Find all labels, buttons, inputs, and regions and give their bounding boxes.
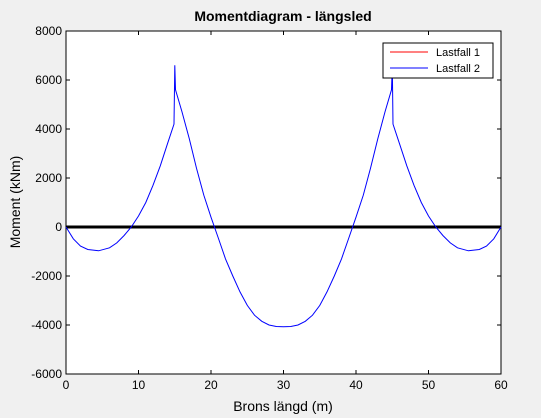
series-layer bbox=[65, 65, 502, 328]
legend-label-lastfall-1: Lastfall 1 bbox=[436, 47, 480, 59]
y-tick-label: -6000 bbox=[31, 367, 62, 381]
y-tick-label: -2000 bbox=[31, 269, 62, 283]
x-tick-label: 0 bbox=[63, 378, 70, 392]
y-tick-label: 8000 bbox=[35, 24, 62, 38]
legend-box bbox=[382, 42, 494, 79]
chart-title: Momentdiagram - längsled bbox=[194, 8, 371, 24]
series-line-lastfall-2 bbox=[65, 65, 502, 328]
x-axis-ticks: 0 10 20 30 40 50 60 bbox=[63, 31, 508, 392]
x-tick-label: 10 bbox=[132, 378, 146, 392]
plot-area bbox=[65, 30, 502, 375]
x-tick-label: 20 bbox=[204, 378, 218, 392]
y-tick-label: 0 bbox=[55, 220, 62, 234]
y-tick-label: 2000 bbox=[35, 171, 62, 185]
y-tick-label: -4000 bbox=[31, 318, 62, 332]
y-tick-label: 6000 bbox=[35, 73, 62, 87]
x-tick-label: 50 bbox=[422, 378, 436, 392]
legend-label-lastfall-2: Lastfall 2 bbox=[436, 63, 480, 75]
x-tick-label: 60 bbox=[494, 378, 508, 392]
legend: Lastfall 1 Lastfall 2 bbox=[382, 42, 494, 79]
y-axis-label: Moment (kNm) bbox=[7, 156, 23, 249]
y-axis-ticks: -6000 -4000 -2000 0 2000 4000 6000 8000 bbox=[31, 24, 501, 381]
x-tick-label: 40 bbox=[349, 378, 363, 392]
x-tick-label: 30 bbox=[277, 378, 291, 392]
x-axis-label: Brons längd (m) bbox=[233, 398, 333, 414]
y-tick-label: 4000 bbox=[35, 122, 62, 136]
